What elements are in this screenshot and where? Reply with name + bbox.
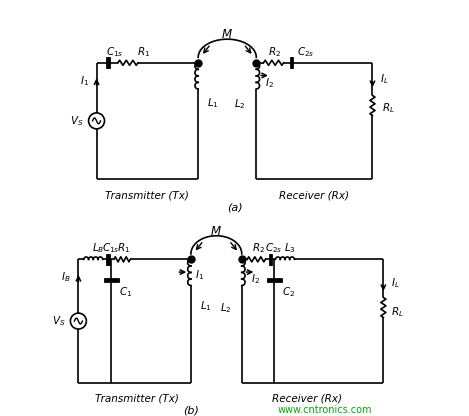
Text: $R_2$: $R_2$ <box>251 242 265 255</box>
Text: $C_{2s}$: $C_{2s}$ <box>296 45 314 59</box>
Text: $V_S$: $V_S$ <box>52 314 66 328</box>
Text: $R_L$: $R_L$ <box>391 305 404 319</box>
Text: $I_1$: $I_1$ <box>80 74 89 88</box>
Text: $R_1$: $R_1$ <box>117 242 130 255</box>
Text: $C_{1s}$: $C_{1s}$ <box>102 242 120 255</box>
Text: $L_B$: $L_B$ <box>92 242 105 255</box>
Text: (a): (a) <box>227 203 242 213</box>
Text: $I_L$: $I_L$ <box>380 72 389 86</box>
Text: $I_1$: $I_1$ <box>195 268 204 282</box>
Text: Receiver (Rx): Receiver (Rx) <box>272 393 342 403</box>
Text: $L_1$: $L_1$ <box>200 300 212 313</box>
Text: Transmitter (Tx): Transmitter (Tx) <box>95 393 178 403</box>
Text: $I_2$: $I_2$ <box>251 272 260 286</box>
Text: $I_L$: $I_L$ <box>391 276 400 290</box>
Text: $R_1$: $R_1$ <box>137 45 151 59</box>
Text: $R_2$: $R_2$ <box>268 45 281 59</box>
Text: $L_2$: $L_2$ <box>220 302 232 315</box>
Text: $L_1$: $L_1$ <box>207 96 219 109</box>
Text: Transmitter (Tx): Transmitter (Tx) <box>106 190 189 200</box>
Text: $M$: $M$ <box>221 28 233 41</box>
Text: $C_{1s}$: $C_{1s}$ <box>106 45 123 59</box>
Text: $C_1$: $C_1$ <box>119 285 132 299</box>
Text: $C_{2s}$: $C_{2s}$ <box>265 242 282 255</box>
Text: www.cntronics.com: www.cntronics.com <box>278 405 372 415</box>
Text: $R_L$: $R_L$ <box>382 101 394 115</box>
Text: $L_2$: $L_2$ <box>234 98 246 111</box>
Text: $C_2$: $C_2$ <box>282 285 295 299</box>
Text: $I_2$: $I_2$ <box>265 76 274 89</box>
Text: $I_B$: $I_B$ <box>61 271 70 285</box>
Text: $M$: $M$ <box>211 225 222 238</box>
Text: Receiver (Rx): Receiver (Rx) <box>280 190 349 200</box>
Text: $L_3$: $L_3$ <box>284 242 296 255</box>
Text: (b): (b) <box>183 405 199 415</box>
Text: $V_S$: $V_S$ <box>70 114 84 128</box>
